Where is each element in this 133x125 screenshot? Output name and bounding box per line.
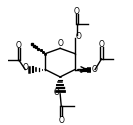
Text: O: O — [92, 65, 97, 74]
Text: O: O — [53, 88, 59, 97]
Text: O: O — [57, 39, 63, 48]
Text: O: O — [58, 116, 64, 125]
Text: O: O — [74, 7, 80, 16]
Text: O: O — [76, 32, 82, 41]
Text: O: O — [99, 40, 104, 49]
Text: O: O — [22, 63, 28, 72]
Text: O: O — [16, 41, 22, 50]
